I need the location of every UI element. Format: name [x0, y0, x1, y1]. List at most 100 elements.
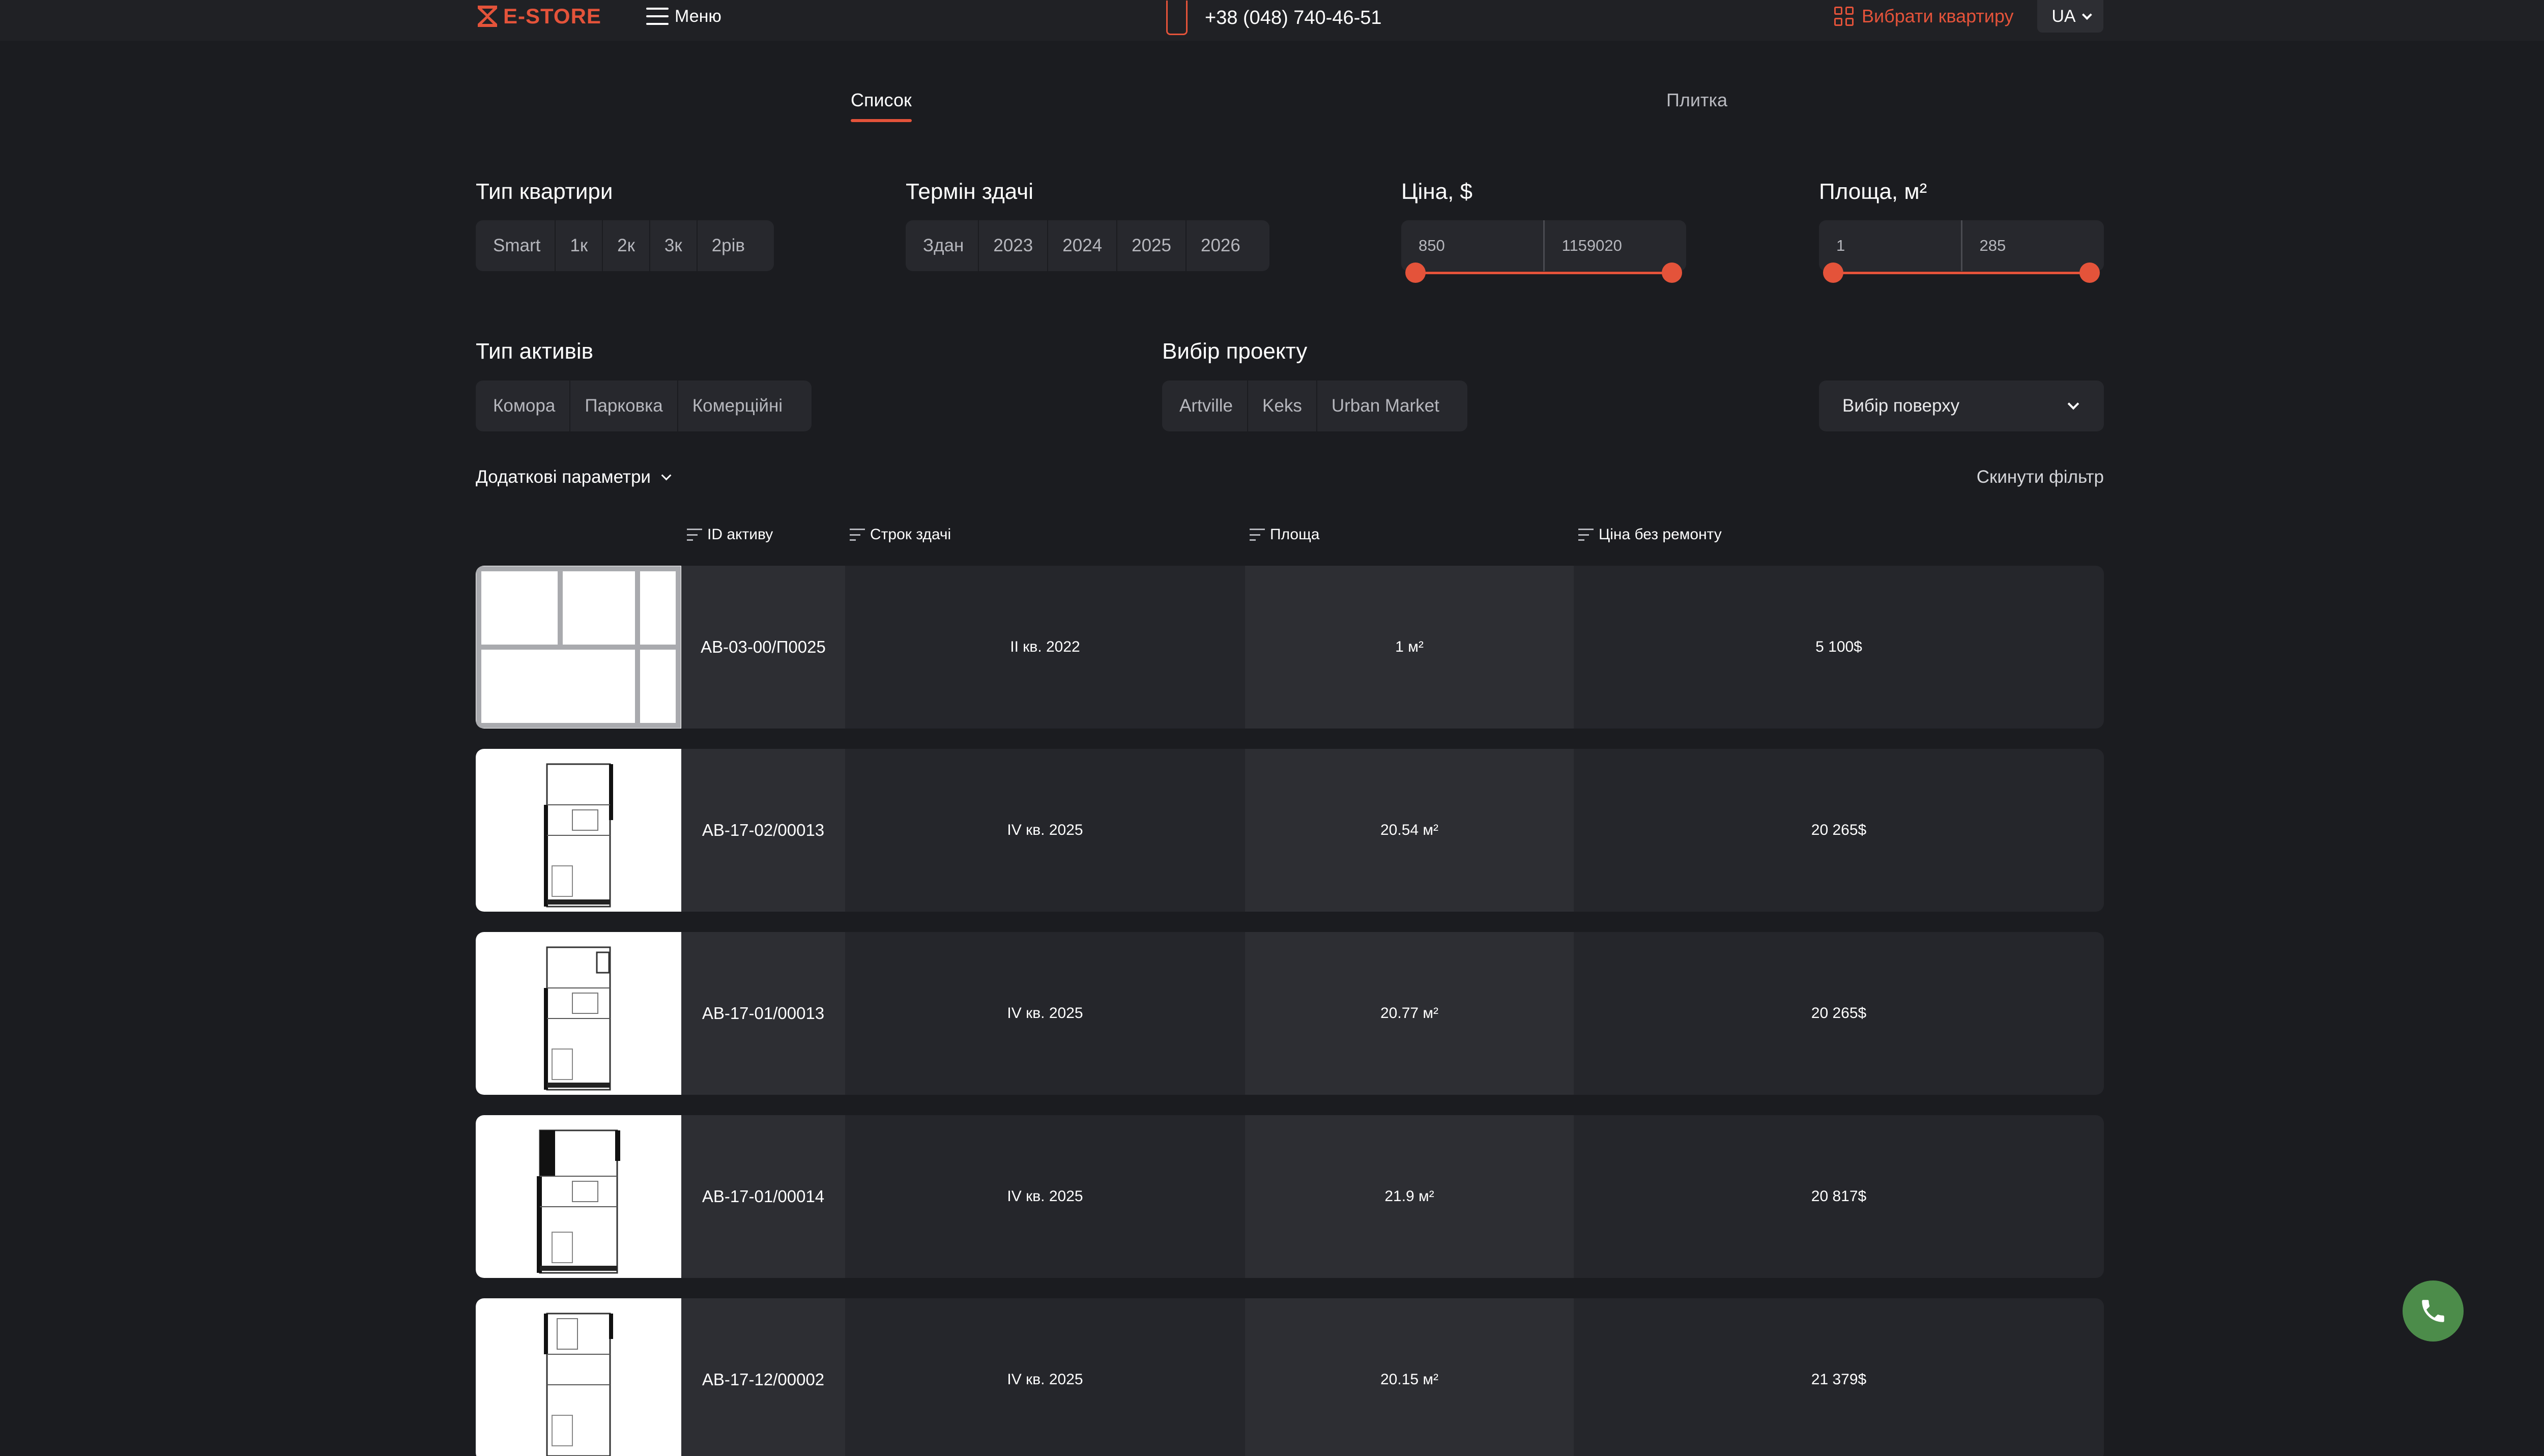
area-value: 21.9 м² [1245, 1115, 1574, 1278]
price-value: 21 379$ [1811, 1371, 1867, 1388]
project-option[interactable]: Artville [1179, 396, 1233, 416]
call-button[interactable] [2403, 1280, 2464, 1342]
extra-params-label: Додаткові параметри [476, 467, 651, 487]
logo-icon [478, 6, 497, 27]
delivery-term-option[interactable]: 2025 [1116, 220, 1186, 271]
area-value: 20.54 м² [1245, 749, 1574, 912]
floor-plan-icon [537, 1129, 620, 1274]
delivery-term-option[interactable]: Здан [923, 236, 964, 255]
column-header-label: Площа [1270, 526, 1320, 543]
sort-icon [1250, 529, 1265, 541]
sort-icon [1578, 529, 1594, 541]
area-value: 20.15 м² [1245, 1298, 1574, 1456]
column-header-id[interactable]: ID активу [687, 526, 773, 543]
phone-icon [1166, 1, 1188, 35]
area-value: 20.77 м² [1245, 932, 1574, 1095]
area-slider [1823, 263, 2100, 283]
table-row[interactable]: AB-17-01/00014 IV кв. 2025 21.9 м² 20 81… [476, 1115, 2104, 1278]
area-value: 1 м² [1245, 566, 1574, 729]
menu-button[interactable]: Меню [646, 5, 721, 27]
project-option[interactable]: Urban Market [1316, 381, 1454, 431]
table-row[interactable]: AB-17-02/00013 IV кв. 2025 20.54 м² 20 2… [476, 749, 2104, 912]
table-row[interactable]: AB-17-12/00002 IV кв. 2025 20.15 м² 21 3… [476, 1298, 2104, 1456]
column-header-date[interactable]: Строк здачі [850, 526, 951, 543]
asset-type-option[interactable]: Парковка [569, 381, 677, 431]
price-value: 20 265$ [1811, 1005, 1867, 1022]
asset-type-option[interactable]: Комора [493, 396, 556, 416]
floor-plan-icon [544, 763, 613, 908]
floor-plan-thumbnail [476, 932, 681, 1095]
asset-type-label: Тип активів [476, 339, 594, 364]
floor-plan-icon [544, 946, 611, 1091]
apartment-type-option[interactable]: 2рів [696, 220, 759, 271]
asset-id: AB-03-00/П0025 [681, 566, 845, 729]
burger-icon [646, 8, 669, 25]
apartment-type-label: Тип квартири [476, 179, 613, 204]
floor-select[interactable]: Вибір поверху [1819, 381, 2104, 431]
table-row[interactable]: AB-03-00/П0025 II кв. 2022 1 м² 5 100$ [476, 566, 2104, 729]
apartment-type-option[interactable]: 1к [555, 220, 602, 271]
extra-params-toggle[interactable]: Додаткові параметри [476, 467, 672, 487]
apartment-type-option[interactable]: 3к [649, 220, 697, 271]
delivery-term-option[interactable]: 2026 [1185, 220, 1255, 271]
tab-tiles[interactable]: Плитка [1666, 90, 1728, 110]
delivery-date: IV кв. 2025 [1007, 1371, 1083, 1388]
floor-plan-thumbnail [476, 1115, 681, 1278]
area-range: 1 285 [1819, 220, 2104, 271]
price-min-input[interactable]: 850 [1419, 237, 1445, 254]
price-value: 20 817$ [1811, 1188, 1867, 1205]
price-max-input[interactable]: 1159020 [1543, 220, 1687, 271]
header: E-STORE Меню +38 (048) 740-46-51 Вибрати… [0, 0, 2544, 41]
area-slider-max-handle[interactable] [2079, 263, 2100, 283]
price-slider-track [1415, 272, 1672, 274]
grid-icon [1834, 7, 1854, 26]
language-label: UA [2051, 6, 2076, 26]
phone-link[interactable]: +38 (048) 740-46-51 [1166, 0, 1382, 36]
floor-select-label: Вибір поверху [1842, 396, 1960, 416]
menu-label: Меню [675, 6, 721, 26]
project-filter: Artville Keks Urban Market [1162, 381, 1467, 431]
call-icon [2422, 1300, 2444, 1322]
column-header-label: ID активу [707, 526, 773, 543]
asset-type-option[interactable]: Комерційні [677, 381, 797, 431]
area-slider-min-handle[interactable] [1823, 263, 1843, 283]
logo[interactable]: E-STORE [476, 3, 601, 30]
area-label: Площа, м² [1819, 179, 1927, 204]
price-slider-min-handle[interactable] [1405, 263, 1426, 283]
column-header-area[interactable]: Площа [1250, 526, 1319, 543]
chevron-down-icon [2082, 10, 2092, 20]
area-min-input[interactable]: 1 [1836, 237, 1845, 254]
delivery-term-option[interactable]: 2024 [1047, 220, 1116, 271]
price-slider-max-handle[interactable] [1662, 263, 1682, 283]
project-label: Вибір проекту [1162, 339, 1308, 364]
choose-apartment-link[interactable]: Вибрати квартиру [1834, 4, 2014, 28]
choose-apartment-label: Вибрати квартиру [1862, 6, 2014, 26]
chevron-down-icon [2067, 398, 2079, 410]
apartment-type-option[interactable]: 2к [602, 220, 649, 271]
area-slider-track [1833, 272, 2090, 274]
delivery-date: IV кв. 2025 [1007, 1188, 1083, 1205]
asset-type-filter: Комора Парковка Комерційні [476, 381, 812, 431]
delivery-term-label: Термін здачі [906, 179, 1033, 204]
delivery-date: IV кв. 2025 [1007, 822, 1083, 838]
delivery-date: II кв. 2022 [1010, 638, 1080, 655]
table-row[interactable]: AB-17-01/00013 IV кв. 2025 20.77 м² 20 2… [476, 932, 2104, 1095]
floor-plan-icon [476, 566, 681, 728]
chevron-down-icon [661, 470, 672, 481]
language-selector[interactable]: UA [2037, 0, 2103, 33]
asset-id: AB-17-12/00002 [681, 1298, 845, 1456]
column-header-price[interactable]: Ціна без ремонту [1578, 526, 1722, 543]
floor-plan-thumbnail [476, 1298, 681, 1456]
asset-id: AB-17-01/00014 [681, 1115, 845, 1278]
apartment-type-option[interactable]: Smart [493, 236, 541, 255]
area-max-input[interactable]: 285 [1960, 220, 2104, 271]
delivery-term-option[interactable]: 2023 [978, 220, 1047, 271]
sort-icon [687, 529, 702, 541]
column-header-label: Ціна без ремонту [1599, 526, 1722, 543]
floor-plan-thumbnail [476, 566, 681, 729]
asset-id: AB-17-01/00013 [681, 932, 845, 1095]
project-option[interactable]: Keks [1247, 381, 1316, 431]
logo-text: E-STORE [503, 4, 601, 28]
reset-filter-button[interactable]: Скинути фільтр [1976, 467, 2104, 487]
tab-list[interactable]: Список [851, 90, 912, 122]
